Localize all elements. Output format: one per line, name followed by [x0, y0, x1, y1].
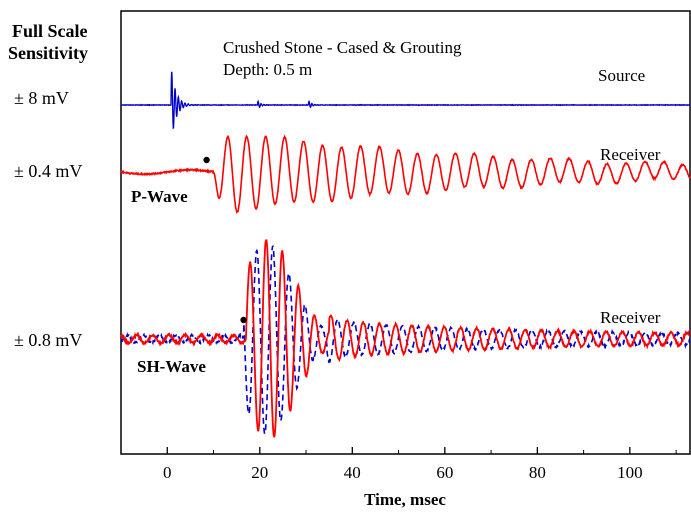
ylabel-line2: Sensitivity [8, 43, 88, 63]
sh-wave-dashed-trace [120, 245, 691, 437]
x-tick-label: 80 [529, 463, 546, 482]
source-trace [120, 71, 691, 130]
trace-label-sh-receiver: Receiver [600, 308, 661, 327]
x-tick-label: 20 [251, 463, 268, 482]
chart-subtitle: Depth: 0.5 m [223, 60, 312, 79]
x-axis-label: Time, msec [364, 490, 446, 509]
wave-label-p: P-Wave [131, 187, 188, 206]
sensitivity-source: ± 8 mV [14, 88, 69, 108]
trace-label-source: Source [598, 66, 645, 85]
wave-label-sh: SH-Wave [137, 357, 206, 376]
x-tick-label: 100 [617, 463, 643, 482]
sh-wave-arrival-marker [240, 316, 247, 324]
plot-frame [120, 10, 691, 455]
x-tick-label: 60 [436, 463, 453, 482]
ylabel-line1: Full Scale [12, 21, 88, 41]
sensitivity-p-wave: ± 0.4 mV [14, 161, 82, 181]
x-tick-label: 40 [344, 463, 361, 482]
x-axis: 0 20 40 60 80 100 [120, 447, 677, 482]
sensitivity-sh-wave: ± 0.8 mV [14, 330, 82, 350]
x-tick-label: 0 [163, 463, 172, 482]
p-wave-arrival-marker [203, 156, 210, 164]
trace-label-p-receiver: Receiver [600, 145, 661, 164]
chart-title: Crushed Stone - Cased & Grouting [223, 38, 462, 57]
p-wave-receiver-trace [120, 134, 691, 214]
traces-group [120, 71, 691, 438]
sh-wave-receiver-trace [120, 239, 691, 438]
